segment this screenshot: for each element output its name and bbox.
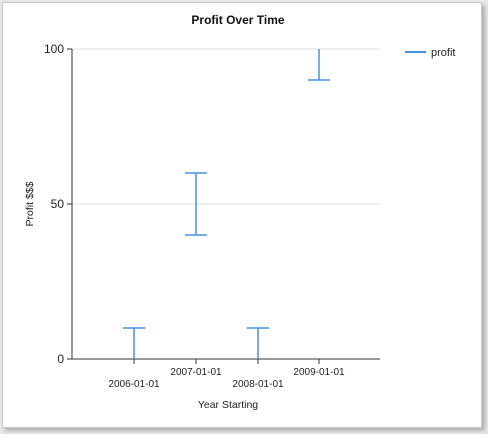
y-axis-label: Profit $$$ [24, 181, 36, 226]
legend-label-profit: profit [431, 47, 455, 59]
gridlines [72, 48, 380, 205]
x-tick-label: 2007-01-01 [170, 367, 222, 378]
error-bar [247, 327, 269, 359]
chart-title: Profit Over Time [191, 13, 284, 27]
y-tick-label: 100 [44, 42, 64, 56]
chart-frame [2, 2, 482, 428]
error-bar [123, 327, 145, 359]
x-tick-label: 2008-01-01 [232, 379, 284, 390]
legend: profit [405, 47, 455, 59]
x-tick-label: 2009-01-01 [293, 367, 345, 378]
x-ticks: 2006-01-01 2007-01-01 2008-01-01 2009-01-01 [108, 359, 345, 390]
error-bars [123, 49, 330, 359]
error-bar [308, 49, 330, 81]
error-bar [185, 172, 207, 236]
x-axis-label: Year Starting [198, 399, 258, 411]
y-ticks: 0 50 100 [44, 42, 72, 366]
x-tick-label: 2006-01-01 [108, 379, 160, 390]
y-tick-label: 50 [51, 197, 65, 211]
y-tick-label: 0 [57, 352, 64, 366]
